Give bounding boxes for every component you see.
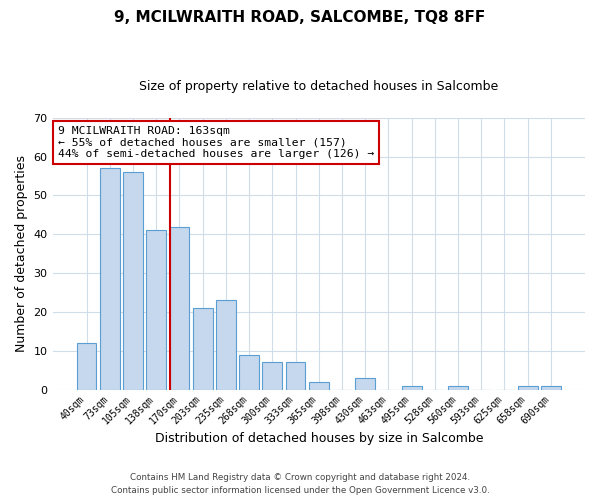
Bar bbox=[123, 172, 143, 390]
Text: 9 MCILWRAITH ROAD: 163sqm
← 55% of detached houses are smaller (157)
44% of semi: 9 MCILWRAITH ROAD: 163sqm ← 55% of detac… bbox=[58, 126, 374, 159]
Y-axis label: Number of detached properties: Number of detached properties bbox=[15, 155, 28, 352]
Bar bbox=[402, 386, 422, 390]
Bar bbox=[309, 382, 329, 390]
Bar bbox=[170, 226, 190, 390]
Text: Contains HM Land Registry data © Crown copyright and database right 2024.
Contai: Contains HM Land Registry data © Crown c… bbox=[110, 474, 490, 495]
Bar bbox=[355, 378, 375, 390]
Bar bbox=[216, 300, 236, 390]
Bar bbox=[262, 362, 282, 390]
Bar bbox=[193, 308, 212, 390]
X-axis label: Distribution of detached houses by size in Salcombe: Distribution of detached houses by size … bbox=[155, 432, 483, 445]
Bar bbox=[146, 230, 166, 390]
Bar bbox=[77, 343, 97, 390]
Bar bbox=[100, 168, 119, 390]
Bar bbox=[286, 362, 305, 390]
Bar bbox=[541, 386, 561, 390]
Bar bbox=[239, 354, 259, 390]
Bar bbox=[518, 386, 538, 390]
Bar bbox=[448, 386, 468, 390]
Title: Size of property relative to detached houses in Salcombe: Size of property relative to detached ho… bbox=[139, 80, 499, 93]
Text: 9, MCILWRAITH ROAD, SALCOMBE, TQ8 8FF: 9, MCILWRAITH ROAD, SALCOMBE, TQ8 8FF bbox=[115, 10, 485, 25]
